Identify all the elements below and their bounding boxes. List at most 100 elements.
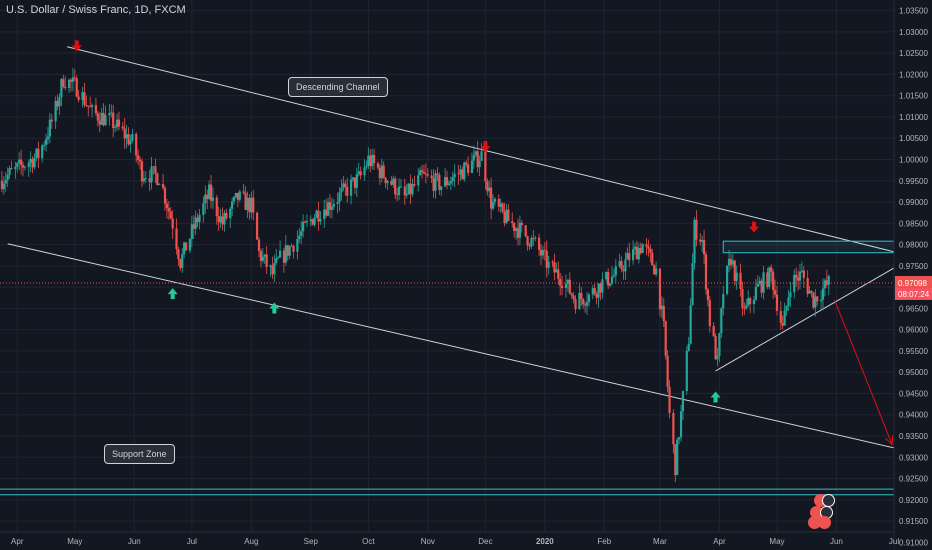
candle-body [539, 249, 543, 256]
candle-body [566, 279, 569, 284]
candle-body [219, 216, 222, 223]
down-arrow-icon [748, 221, 759, 233]
price-tick-label: 1.02500 [899, 49, 928, 58]
candle-body [263, 254, 266, 257]
candle-body [127, 134, 130, 145]
candle-body [470, 160, 474, 173]
candle-body [564, 283, 568, 288]
price-tick-label: 0.97500 [899, 262, 928, 271]
candle-body [457, 173, 460, 175]
candle-body [430, 175, 433, 179]
candle-body [81, 92, 84, 100]
candle-body [217, 216, 220, 223]
candle-body [175, 228, 178, 250]
candle-body [325, 209, 328, 216]
price-tick-label: 0.95500 [899, 347, 928, 356]
candle-body [363, 167, 366, 176]
candle-body [181, 253, 184, 268]
candle-body [597, 283, 600, 298]
candle-body [626, 253, 629, 260]
candle-body [16, 163, 19, 167]
candle-body [211, 197, 215, 201]
candle-body [407, 183, 410, 194]
candle-body [43, 145, 46, 146]
candle-body [215, 197, 218, 217]
candle-body [672, 412, 675, 445]
candle-body [432, 178, 435, 191]
candle-body [269, 265, 272, 268]
candle-body [332, 203, 335, 207]
candle-body [246, 197, 249, 210]
candle-body [785, 305, 788, 311]
candle-body [192, 224, 195, 229]
candle-body [163, 187, 167, 204]
candle-body [618, 261, 621, 267]
candle-body [114, 127, 117, 128]
candle-body [405, 193, 408, 196]
time-tick-label: Jun [830, 537, 843, 546]
candle-body [467, 164, 470, 173]
candle-body [259, 250, 263, 261]
candle-body [365, 165, 368, 168]
candle-body [472, 155, 475, 161]
candlestick-series [0, 67, 830, 483]
candle-body [655, 268, 658, 275]
badge-icon[interactable] [818, 516, 831, 529]
candle-body [242, 191, 245, 193]
candle-body [419, 170, 422, 176]
candle-body [733, 260, 736, 282]
candle-body [311, 219, 314, 225]
candle-body [232, 196, 236, 202]
candle-body [551, 261, 554, 263]
candle-body [110, 112, 113, 114]
candle-body [229, 208, 232, 219]
candle-body [727, 258, 731, 266]
candle-body [781, 322, 784, 326]
descending-channel-label[interactable]: Descending Channel [288, 77, 388, 97]
candle-body [271, 265, 274, 275]
support-zone-label[interactable]: Support Zone [104, 444, 175, 464]
candle-body [810, 290, 813, 293]
resistance-zone [722, 240, 895, 254]
indicator-badges[interactable] [806, 494, 836, 529]
time-tick-label: Nov [421, 537, 435, 546]
candle-body [171, 218, 174, 229]
channel-lower-line [7, 243, 895, 449]
candle-body [699, 239, 702, 242]
badge-icon[interactable] [810, 506, 823, 519]
badge-icon[interactable] [822, 494, 835, 507]
candle-body [87, 105, 90, 107]
candle-body [313, 217, 316, 225]
projection-arrow-head [885, 435, 894, 446]
badge-icon[interactable] [808, 516, 821, 529]
candle-body [762, 272, 765, 293]
price-tick-label: 0.98500 [899, 219, 928, 228]
candle-body [50, 119, 53, 122]
candle-body [125, 134, 128, 139]
candle-body [637, 247, 640, 260]
up-arrow-icon [167, 288, 178, 300]
candle-body [100, 112, 103, 125]
time-axis: Apr May Jun Jul Aug Sep Oct Nov Dec 2020 Feb Mar Apr… [0, 531, 899, 550]
candle-body [662, 305, 665, 322]
chart-drawings [0, 46, 895, 496]
candle-body [768, 267, 771, 287]
price-tick-label: 0.93500 [899, 432, 928, 441]
candle-body [108, 113, 111, 116]
candle-body [302, 221, 305, 232]
candle-body [580, 292, 583, 300]
candle-body [678, 437, 681, 440]
candle-body [413, 184, 416, 186]
candle-body [10, 168, 13, 169]
candle-body [812, 292, 815, 308]
candle-body [691, 263, 694, 306]
candle-body [555, 269, 558, 273]
candle-body [453, 173, 456, 178]
candle-body [148, 178, 151, 183]
candle-body [135, 133, 138, 156]
candle-body [349, 179, 353, 196]
candle-body [714, 335, 717, 360]
candle-body [236, 192, 239, 200]
candle-body [568, 279, 571, 294]
